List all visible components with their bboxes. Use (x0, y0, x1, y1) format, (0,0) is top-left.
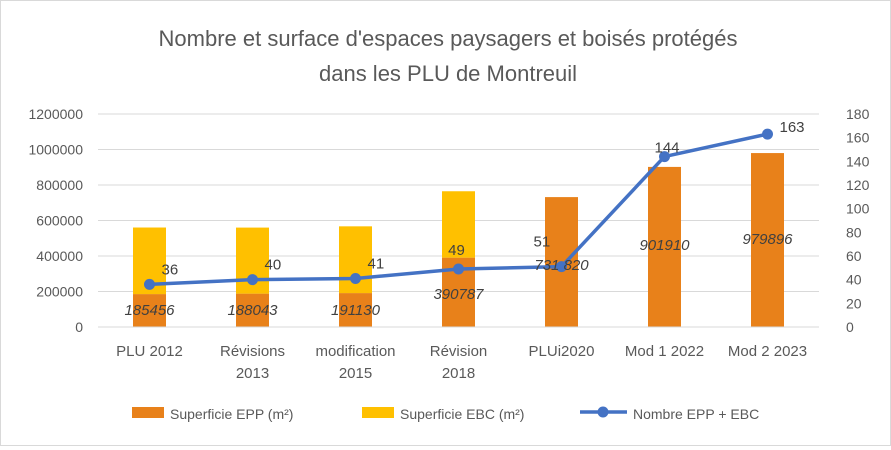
line-point (556, 261, 567, 273)
left-axis-tick-label: 800000 (36, 177, 83, 193)
chart-title-line-1: Nombre et surface d'espaces paysagers et… (159, 26, 738, 51)
left-axis-tick-label: 200000 (36, 284, 83, 300)
line-data-label: 51 (534, 234, 551, 251)
legend-label-epp: Superficie EPP (m²) (170, 406, 293, 422)
bar-epp (751, 153, 784, 327)
line-point (350, 272, 361, 284)
bar-data-label: 390787 (433, 286, 484, 303)
legend-label-ebc: Superficie EBC (m²) (400, 406, 524, 422)
category-label: Mod 2 2023 (728, 343, 807, 360)
bar-data-label: 979896 (742, 231, 793, 248)
category-label: 2015 (339, 365, 372, 382)
chart-title-line-2: dans les PLU de Montreuil (319, 61, 577, 86)
bar-data-label: 901910 (639, 237, 690, 254)
line-data-label: 144 (655, 140, 680, 157)
line-data-label: 36 (162, 261, 179, 278)
category-label: 2013 (236, 365, 269, 382)
bar-epp (648, 166, 681, 327)
right-axis-tick-label: 0 (846, 319, 854, 335)
left-axis-tick-label: 0 (75, 319, 83, 335)
bar-epp (236, 293, 269, 327)
right-axis-tick-label: 60 (846, 248, 862, 264)
category-label: Révisions (220, 343, 285, 360)
bar-epp (339, 293, 372, 327)
line-point (144, 278, 155, 290)
category-label: 2018 (442, 365, 475, 382)
left-axis-tick-label: 1000000 (28, 142, 83, 158)
right-axis-tick-label: 180 (846, 106, 870, 122)
line-point (247, 274, 258, 286)
bar-data-label: 188043 (227, 302, 278, 319)
right-axis-tick-label: 20 (846, 295, 862, 311)
right-axis-tick-label: 120 (846, 177, 870, 193)
line-data-label: 49 (448, 242, 465, 259)
line-data-label: 41 (368, 255, 385, 272)
right-axis-tick-label: 140 (846, 153, 870, 169)
category-label: Mod 1 2022 (625, 343, 704, 360)
left-axis-tick-label: 1200000 (28, 106, 83, 122)
right-axis-tick-label: 40 (846, 272, 862, 288)
right-axis-tick-label: 80 (846, 224, 862, 240)
line-data-label: 163 (780, 119, 805, 136)
bar-ebc (442, 191, 475, 258)
category-label: modification (315, 343, 395, 360)
left-axis-tick-label: 600000 (36, 213, 83, 229)
left-axis-tick-label: 400000 (36, 248, 83, 264)
legend-swatch-epp (132, 407, 164, 418)
legend-marker-nombre (597, 406, 609, 418)
right-axis-tick-label: 160 (846, 130, 870, 146)
category-label: PLU 2012 (116, 343, 183, 360)
category-label: PLUi2020 (529, 343, 595, 360)
line-data-label: 40 (265, 257, 282, 274)
legend-swatch-ebc (362, 407, 394, 418)
bar-data-label: 185456 (124, 302, 175, 319)
right-axis-tick-label: 100 (846, 201, 870, 217)
legend-label-nombre: Nombre EPP + EBC (633, 406, 759, 422)
bar-data-label: 191130 (331, 302, 381, 319)
line-point (762, 128, 773, 140)
bar-data-label: 731 820 (534, 257, 589, 274)
line-point (659, 151, 670, 163)
bar-epp (133, 294, 166, 327)
line-point (453, 263, 464, 275)
category-label: Révision (430, 343, 488, 360)
